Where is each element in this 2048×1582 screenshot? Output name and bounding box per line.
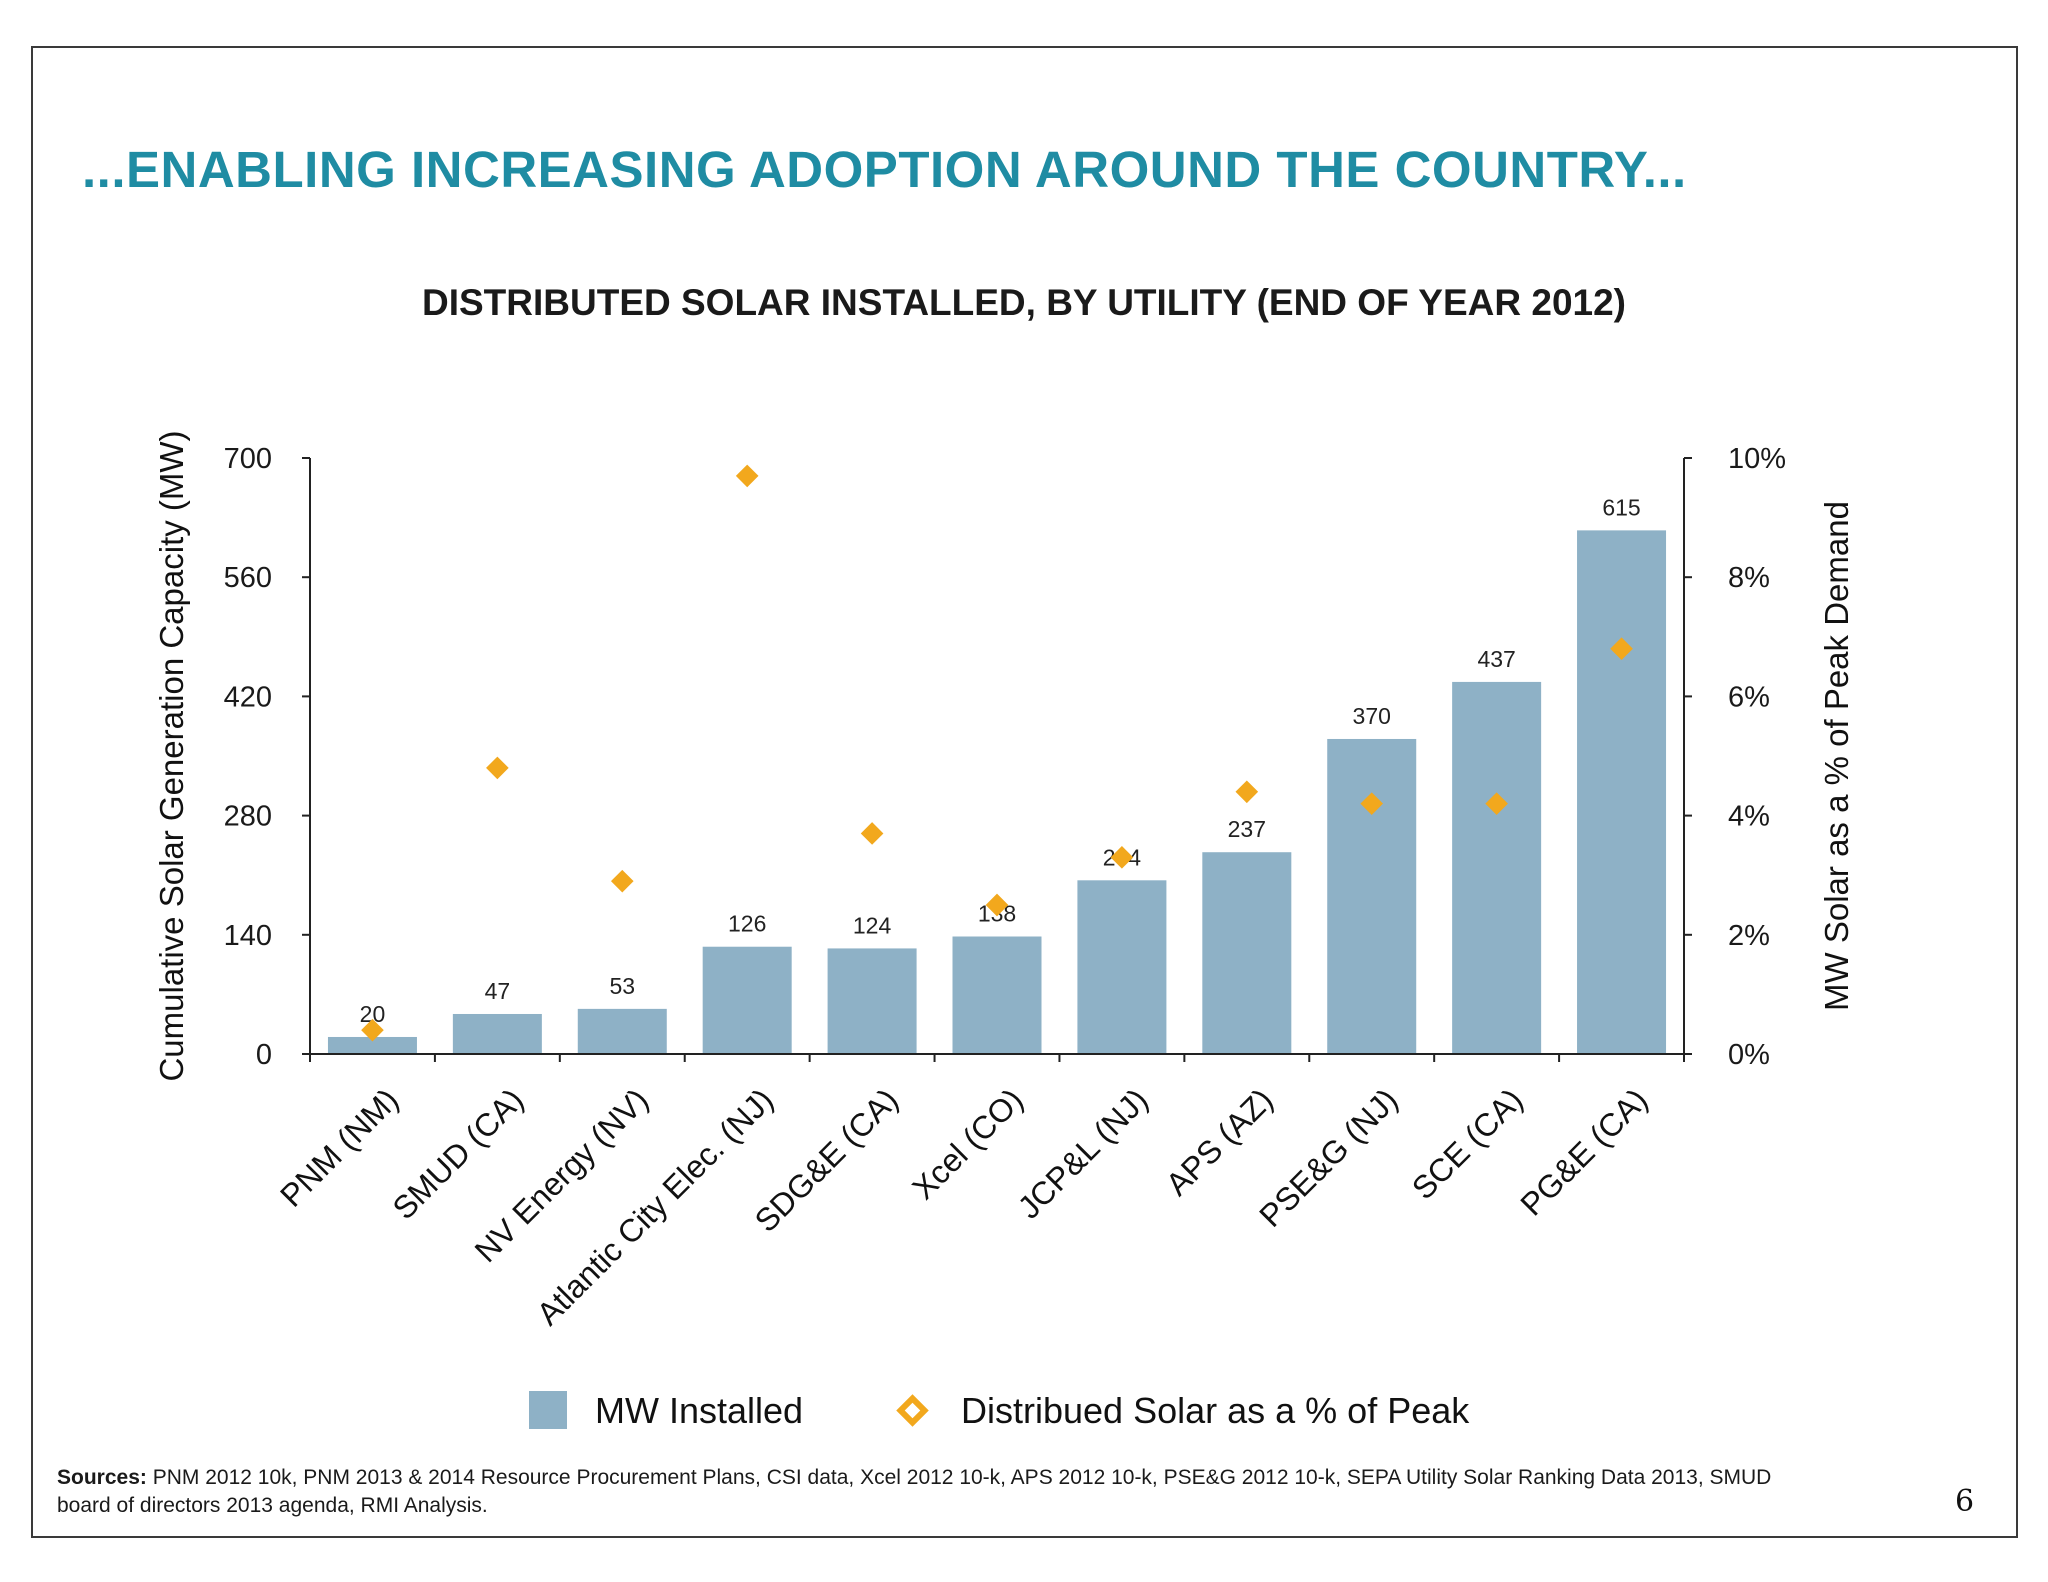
category-label: PG&E (CA) [1513, 1081, 1654, 1222]
percent-marker [1360, 792, 1384, 815]
percent-marker [1610, 637, 1633, 661]
percent-marker [735, 464, 759, 488]
left-axis-ticks: 0 140 280 420 560 700 [224, 443, 310, 1071]
y2-tick-label: 4% [1728, 801, 1770, 833]
legend: MW Installed Distribued Solar as a % of … [529, 1390, 1470, 1431]
bar-value-label: 53 [609, 973, 635, 999]
category-labels: PNM (NM)SMUD (CA)NV Energy (NV)Atlantic … [273, 1081, 1654, 1332]
bar-value-label: 126 [728, 911, 766, 937]
right-axis-title: MW Solar as a % of Peak Demand [1818, 501, 1855, 1011]
category-label: APS (AZ) [1159, 1081, 1280, 1202]
sources-label: Sources: [57, 1466, 147, 1489]
y2-tick-label: 6% [1728, 681, 1770, 713]
legend-bar-label: MW Installed [595, 1390, 803, 1431]
bar [1577, 530, 1667, 1054]
bar-value-label: 124 [853, 912, 892, 938]
category-label: Xcel (CO) [905, 1081, 1030, 1206]
percent-marker [860, 822, 884, 845]
y2-tick-label: 8% [1728, 562, 1770, 594]
left-axis-title: Cumulative Solar Generation Capacity (MW… [153, 430, 190, 1081]
y-tick-label: 280 [224, 801, 272, 833]
right-axis-ticks: 0% 2% 4% 6% 8% 10% [1684, 443, 1786, 1071]
bar-value-label: 47 [485, 978, 511, 1004]
percent-marker [486, 756, 509, 780]
sources-note: Sources: PNM 2012 10k, PNM 2013 & 2014 R… [57, 1464, 1817, 1520]
percent-marker [985, 893, 1009, 917]
y-tick-label: 560 [224, 562, 272, 594]
bar [577, 1008, 667, 1054]
page-number: 6 [1955, 1484, 1975, 1519]
y-tick-label: 140 [224, 920, 272, 952]
bar-value-label: 370 [1353, 703, 1391, 729]
bar-value-label: 615 [1602, 494, 1640, 520]
bar [1077, 880, 1167, 1054]
axes [309, 458, 1685, 1062]
bar [452, 1013, 542, 1054]
slide-headline: ...ENABLING INCREASING ADOPTION AROUND T… [82, 141, 1687, 198]
y-tick-label: 700 [224, 443, 272, 475]
y-tick-label: 420 [224, 681, 272, 713]
bar-value-label: 237 [1228, 816, 1266, 842]
percent-marker [1235, 780, 1259, 804]
bar [327, 1036, 417, 1054]
y2-tick-label: 2% [1728, 920, 1770, 952]
y2-tick-label: 10% [1728, 443, 1786, 475]
legend-diamond-label: Distribued Solar as a % of Peak [961, 1390, 1470, 1431]
bar [702, 946, 792, 1054]
bar [1327, 738, 1417, 1054]
percent-series [361, 464, 1633, 1042]
category-label: PNM (NM) [273, 1081, 405, 1213]
bar-data-labels: 204753126124138204237370437615 [360, 494, 1641, 1027]
legend-bar-swatch [529, 1391, 567, 1429]
legend-diamond-marker [896, 1394, 929, 1427]
chart-title: DISTRIBUTED SOLAR INSTALLED, BY UTILITY … [422, 282, 1626, 323]
percent-marker [1485, 792, 1508, 815]
bar [827, 948, 917, 1054]
bar [1452, 681, 1542, 1054]
y-tick-label: 0 [256, 1039, 272, 1071]
category-label: SCE (CA) [1405, 1081, 1530, 1206]
bar-series [327, 530, 1667, 1054]
bar [1202, 852, 1292, 1054]
bar-value-label: 437 [1477, 646, 1515, 672]
slide-frame [31, 46, 2018, 1538]
sources-text: PNM 2012 10k, PNM 2013 & 2014 Resource P… [57, 1466, 1772, 1517]
bar [952, 936, 1042, 1054]
category-label: Atlantic City Elec. (NJ) [530, 1081, 781, 1332]
y2-tick-label: 0% [1728, 1039, 1770, 1071]
percent-marker [610, 869, 634, 893]
category-label: JCP&L (NJ) [1011, 1081, 1155, 1225]
percent-marker [1110, 846, 1134, 869]
